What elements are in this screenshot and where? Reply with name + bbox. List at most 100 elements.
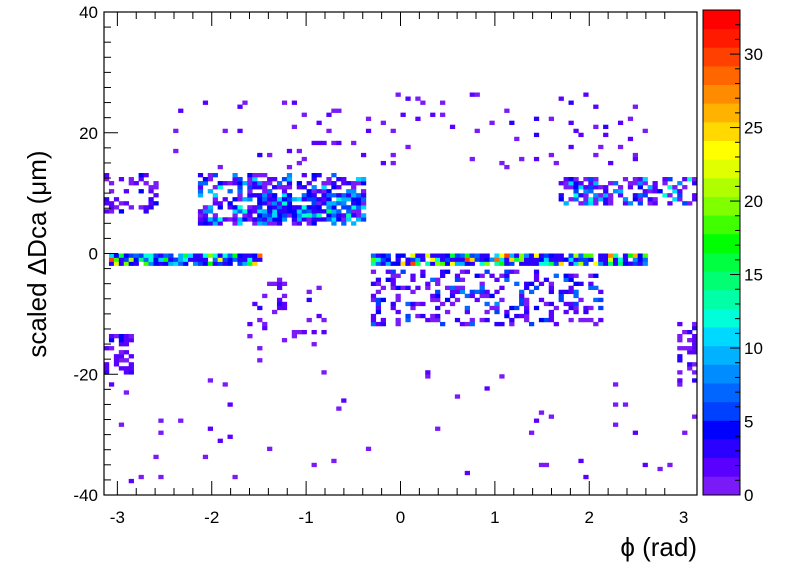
heatmap-cell [593, 193, 599, 198]
heatmap-cell [692, 350, 698, 355]
heatmap-cell [479, 281, 485, 287]
heatmap-cell [153, 257, 159, 262]
heatmap-cell [360, 201, 367, 206]
heatmap-cell [612, 382, 619, 387]
heatmap-cell [237, 193, 243, 198]
heatmap-cell [118, 261, 125, 266]
heatmap-cell [435, 305, 441, 311]
heatmap-cell [232, 177, 238, 182]
heatmap-cell [400, 269, 406, 274]
heatmap-cell [262, 221, 268, 226]
heatmap-cell [410, 253, 416, 258]
heatmap-cell [479, 273, 485, 278]
heatmap-cell [257, 197, 263, 202]
heatmap-cell [153, 181, 159, 186]
heatmap-cell [257, 213, 263, 218]
heatmap-cell [227, 181, 233, 186]
heatmap-cell [459, 277, 466, 282]
heatmap-cell [454, 317, 461, 323]
heatmap-cell [207, 261, 214, 266]
heatmap-cell [197, 209, 204, 214]
heatmap-cell [360, 152, 367, 158]
colorbar-swatch [703, 327, 740, 347]
heatmap-cell [543, 301, 550, 307]
colorbar-tick-label: 30 [744, 45, 763, 64]
heatmap-cell [677, 358, 683, 363]
heatmap-cell [573, 181, 579, 186]
y-axis-title: scaled ΔDca (μm) [22, 150, 52, 357]
heatmap-cell [272, 177, 278, 182]
heatmap-cell [247, 173, 253, 178]
heatmap-cell [390, 281, 396, 287]
heatmap-cell [316, 140, 322, 146]
heatmap-cell [583, 177, 589, 182]
heatmap-cell [237, 189, 243, 194]
heatmap-cell [375, 289, 382, 295]
heatmap-cell [370, 281, 377, 287]
heatmap-cell [108, 382, 115, 387]
heatmap-cell [469, 156, 475, 162]
colorbar-swatch [703, 345, 740, 365]
heatmap-cell [351, 181, 357, 186]
heatmap-cell [227, 201, 233, 206]
heatmap-cell [558, 261, 564, 266]
heatmap-cell [538, 410, 545, 415]
heatmap-cell [321, 193, 327, 198]
heatmap-cell [104, 197, 110, 202]
heatmap-cell [321, 140, 327, 146]
heatmap-cell [143, 209, 149, 214]
colorbar-tick-label: 10 [744, 339, 763, 358]
heatmap-cell [104, 362, 110, 367]
heatmap-cell [677, 197, 683, 202]
heatmap-cell [449, 261, 456, 266]
heatmap-cell [197, 193, 204, 198]
heatmap-cell [583, 197, 589, 202]
heatmap-cell [351, 201, 357, 206]
heatmap-cell [123, 350, 130, 355]
heatmap-cell [548, 116, 554, 121]
heatmap-cell [232, 209, 238, 214]
heatmap-cell [242, 261, 248, 266]
heatmap-cell [617, 185, 624, 190]
heatmap-cell [548, 317, 554, 323]
heatmap-cell [637, 181, 643, 186]
heatmap-cell [425, 285, 431, 291]
colorbar-swatch [703, 177, 740, 197]
heatmap-cell [128, 366, 134, 371]
heatmap-cell [267, 209, 273, 214]
heatmap-cell [504, 269, 510, 274]
heatmap-cell [484, 317, 490, 323]
heatmap-cell [568, 305, 574, 311]
heatmap-cell [291, 209, 298, 214]
heatmap-cell [608, 181, 614, 186]
heatmap-cell [454, 297, 461, 303]
heatmap-cell [504, 257, 510, 262]
heatmap-cell [173, 148, 179, 154]
heatmap-cell [138, 189, 144, 194]
heatmap-cell [573, 281, 579, 287]
heatmap-cell [395, 317, 401, 323]
heatmap-cell [242, 213, 248, 218]
heatmap-cell [524, 261, 530, 266]
heatmap-cell [262, 197, 268, 202]
heatmap-cell [331, 140, 337, 146]
heatmap-cell [617, 257, 624, 262]
heatmap-cell [652, 185, 658, 190]
heatmap-cell [232, 221, 238, 226]
heatmap-cell [247, 257, 253, 262]
x-tick-label: -2 [204, 508, 219, 527]
heatmap-cell [622, 261, 629, 266]
heatmap-cell [247, 193, 253, 198]
heatmap-cell [247, 177, 253, 182]
heatmap-cell [316, 213, 322, 218]
heatmap-cell [262, 189, 268, 194]
heatmap-cell [464, 269, 470, 274]
heatmap-cell [637, 253, 643, 258]
heatmap-cell [257, 185, 263, 190]
heatmap-cell [222, 217, 228, 222]
heatmap-cell [356, 181, 362, 186]
heatmap-cell [257, 193, 263, 198]
heatmap-cell [672, 189, 678, 194]
heatmap-cell [108, 334, 115, 339]
heatmap-cell [113, 205, 120, 210]
